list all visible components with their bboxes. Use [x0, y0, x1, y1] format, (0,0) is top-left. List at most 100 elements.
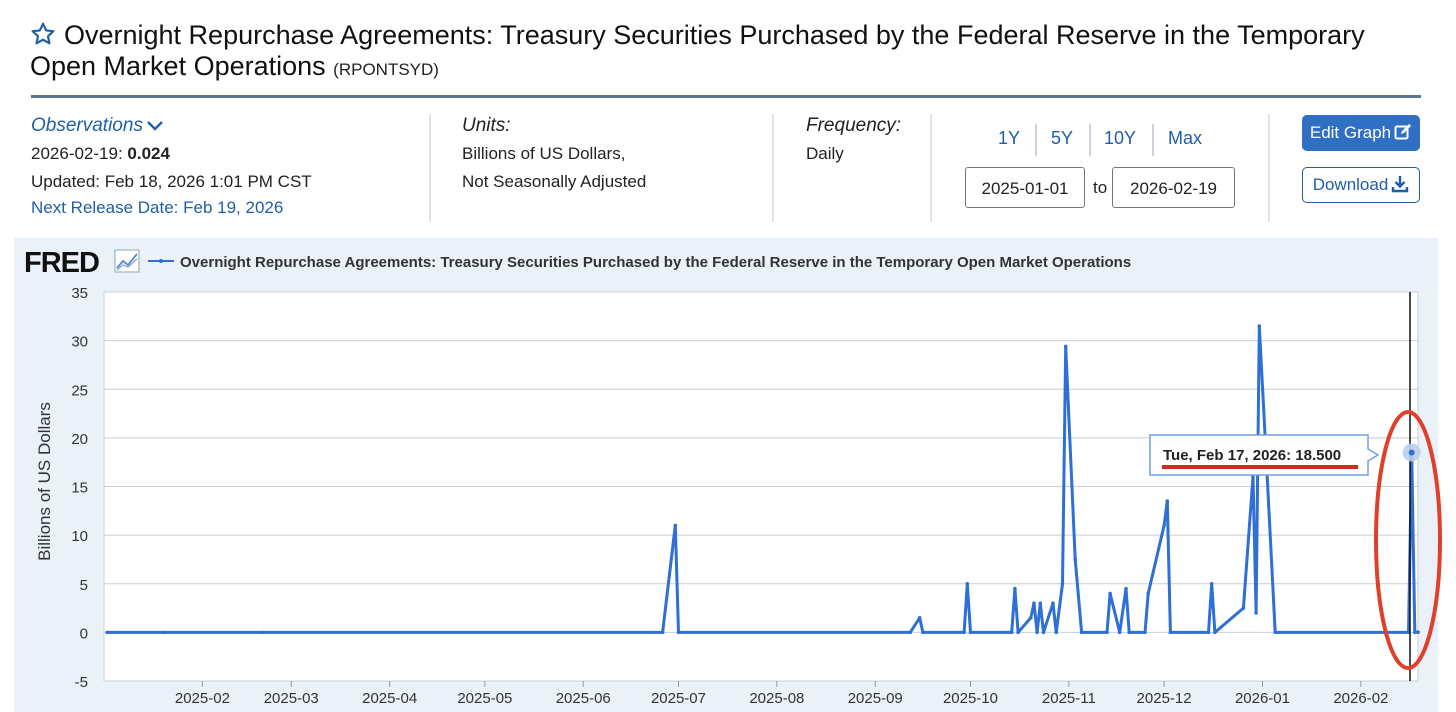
- data-point: [1273, 630, 1277, 635]
- start-date-input[interactable]: 2025-01-01: [965, 167, 1085, 208]
- units-panel: Units: Billions of US Dollars, Not Seaso…: [462, 112, 646, 196]
- fred-logo: FRED: [24, 247, 100, 279]
- star-outline-icon[interactable]: [30, 21, 56, 47]
- data-point: [660, 630, 665, 635]
- chart-line-icon: [114, 249, 140, 273]
- data-point: [1209, 581, 1214, 586]
- data-point: [1079, 630, 1084, 635]
- x-tick-label: 2025-10: [943, 690, 998, 707]
- data-point: [965, 581, 970, 586]
- edit-icon: [1394, 124, 1412, 140]
- data-point: [1028, 615, 1033, 620]
- data-point: [1013, 586, 1017, 591]
- data-point: [917, 615, 922, 620]
- x-tick-label: 2025-12: [1137, 690, 1192, 707]
- header-divider: [31, 95, 1421, 98]
- column-divider: [429, 114, 431, 222]
- frequency-value: Daily: [806, 144, 844, 163]
- data-point: [1117, 630, 1122, 635]
- data-point: [1108, 591, 1112, 596]
- data-point: [162, 630, 167, 635]
- data-point: [1254, 611, 1258, 615]
- column-divider: [930, 114, 932, 222]
- edit-graph-label: Edit Graph: [1309, 123, 1392, 142]
- y-tick-label: 10: [71, 528, 88, 545]
- units-label: Units:: [462, 115, 511, 136]
- range-divider: [1152, 124, 1154, 156]
- column-divider: [772, 114, 774, 222]
- range-5y-button[interactable]: 5Y: [1051, 128, 1074, 148]
- data-point: [1251, 474, 1255, 479]
- end-date-input[interactable]: 2026-02-19: [1112, 167, 1235, 208]
- data-point: [1124, 586, 1128, 591]
- data-point: [1063, 344, 1068, 349]
- data-point: [1213, 630, 1217, 635]
- data-point: [921, 630, 925, 635]
- tooltip-text: Tue, Feb 17, 2026: 18.500: [1163, 447, 1341, 464]
- x-tick-label: 2025-03: [264, 690, 319, 707]
- edit-graph-button[interactable]: Edit Graph: [1302, 115, 1420, 151]
- x-tick-label: 2026-01: [1235, 690, 1290, 707]
- data-point: [1413, 630, 1417, 635]
- range-1y-button[interactable]: 1Y: [998, 128, 1021, 148]
- x-tick-label: 2025-11: [1042, 690, 1096, 707]
- data-point: [1032, 601, 1036, 605]
- data-point: [1241, 606, 1246, 610]
- x-tick-label: 2025-02: [175, 690, 230, 707]
- series-title-text: Overnight Repurchase Agreements: Treasur…: [30, 20, 1365, 81]
- units-line-1: Billions of US Dollars,: [462, 144, 626, 163]
- range-10y-button[interactable]: 10Y: [1104, 128, 1137, 148]
- legend-label: Overnight Repurchase Agreements: Treasur…: [180, 254, 1132, 271]
- data-point: [908, 630, 912, 635]
- y-tick-label: 25: [71, 382, 88, 399]
- x-tick-label: 2025-05: [457, 690, 512, 707]
- y-tick-label: 30: [71, 334, 88, 351]
- data-point: [1038, 601, 1043, 605]
- x-tick-label: 2025-06: [556, 690, 611, 707]
- data-point: [1041, 630, 1046, 635]
- x-tick-label: 2026-02: [1333, 690, 1388, 707]
- data-point: [1051, 601, 1055, 605]
- y-axis-title: Billions of US Dollars: [35, 402, 54, 561]
- y-tick-label: 5: [80, 577, 88, 594]
- data-point: [1105, 630, 1109, 635]
- data-point: [1143, 630, 1147, 635]
- next-release-link[interactable]: Next Release Date: Feb 19, 2026: [31, 198, 284, 217]
- y-tick-label: 15: [71, 480, 88, 497]
- range-divider: [1089, 124, 1091, 156]
- data-point: [1009, 630, 1014, 635]
- highlight-ellipse-annotation: [1374, 410, 1442, 670]
- data-point: [673, 523, 678, 528]
- y-tick-label: 20: [71, 431, 88, 448]
- latest-observation: 2026-02-19: 0.024: [31, 140, 312, 168]
- data-point: [1257, 324, 1262, 328]
- data-point: [1035, 630, 1039, 635]
- range-divider: [1035, 124, 1037, 156]
- data-point: [1206, 630, 1211, 635]
- download-button[interactable]: Download: [1302, 167, 1420, 203]
- data-point: [1416, 630, 1420, 634]
- data-point: [1127, 630, 1131, 635]
- observations-panel: Observations 2026-02-19: 0.024 Updated: …: [31, 112, 312, 222]
- chevron-down-icon: [147, 121, 163, 131]
- data-point: [676, 630, 681, 635]
- observations-label: Observations: [31, 115, 143, 136]
- series-title: Overnight Repurchase Agreements: Treasur…: [30, 20, 1430, 85]
- x-tick-label: 2025-04: [362, 690, 417, 707]
- data-point: [1162, 523, 1166, 528]
- data-point: [968, 630, 973, 635]
- x-tick-label: 2025-08: [749, 690, 804, 707]
- legend-swatch: [148, 253, 174, 263]
- series-id: (RPONTSYD): [333, 60, 439, 79]
- chart-legend: Overnight Repurchase Agreements: Treasur…: [148, 253, 1131, 271]
- column-divider: [1268, 114, 1270, 222]
- y-tick-label: 0: [80, 625, 88, 642]
- data-point: [1054, 630, 1058, 635]
- date-range-to-label: to: [1093, 178, 1108, 197]
- x-tick-label: 2025-07: [651, 690, 706, 707]
- x-tick-label: 2025-09: [848, 690, 903, 707]
- data-point: [1168, 630, 1173, 635]
- observation-date: 2026-02-19:: [31, 144, 123, 163]
- observations-dropdown[interactable]: Observations: [31, 112, 312, 140]
- range-max-button[interactable]: Max: [1168, 128, 1203, 148]
